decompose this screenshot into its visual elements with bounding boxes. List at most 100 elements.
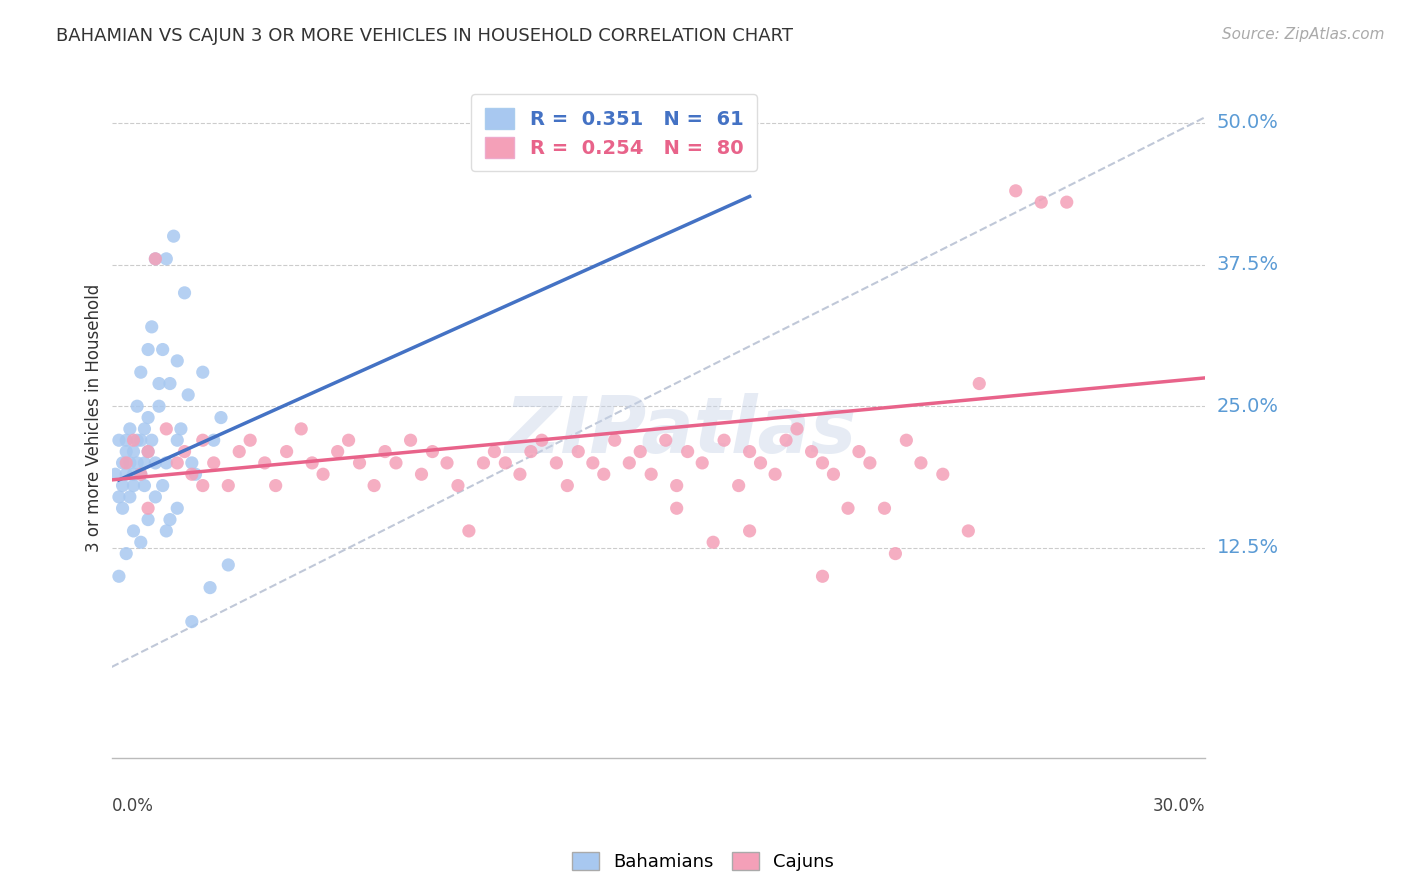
Point: [312, 467, 335, 482]
Point: [301, 456, 323, 470]
Point: [184, 467, 207, 482]
Point: [811, 456, 834, 470]
Point: [457, 524, 479, 538]
Point: [628, 444, 651, 458]
Point: [134, 422, 156, 436]
Point: [162, 229, 184, 244]
Point: [155, 252, 177, 266]
Point: [484, 444, 506, 458]
Point: [198, 581, 221, 595]
Point: [209, 410, 232, 425]
Point: [115, 444, 138, 458]
Point: [170, 422, 193, 436]
Point: [557, 478, 579, 492]
Point: [118, 490, 141, 504]
Point: [253, 456, 276, 470]
Point: [122, 478, 145, 492]
Text: BAHAMIAN VS CAJUN 3 OR MORE VEHICLES IN HOUSEHOLD CORRELATION CHART: BAHAMIAN VS CAJUN 3 OR MORE VEHICLES IN …: [56, 27, 793, 45]
Point: [127, 456, 149, 470]
Point: [385, 456, 408, 470]
Point: [145, 252, 167, 266]
Point: [115, 456, 138, 470]
Point: [567, 444, 589, 458]
Point: [217, 558, 239, 572]
Y-axis label: 3 or more Vehicles in Household: 3 or more Vehicles in Household: [86, 284, 103, 551]
Point: [122, 524, 145, 538]
Point: [122, 444, 145, 458]
Point: [108, 569, 131, 583]
Point: [619, 456, 641, 470]
Text: 25.0%: 25.0%: [1216, 397, 1278, 416]
Point: [155, 456, 177, 470]
Point: [582, 456, 605, 470]
Point: [173, 444, 195, 458]
Point: [520, 444, 543, 458]
Point: [180, 467, 202, 482]
Point: [800, 444, 823, 458]
Point: [713, 434, 735, 448]
Point: [436, 456, 458, 470]
Point: [166, 456, 188, 470]
Point: [191, 478, 214, 492]
Point: [141, 434, 163, 448]
Point: [399, 434, 422, 448]
Point: [129, 365, 152, 379]
Point: [896, 434, 918, 448]
Point: [957, 524, 980, 538]
Point: [166, 501, 188, 516]
Point: [129, 434, 152, 448]
Point: [136, 410, 159, 425]
Point: [910, 456, 932, 470]
Text: 12.5%: 12.5%: [1216, 539, 1278, 558]
Point: [509, 467, 531, 482]
Point: [603, 434, 626, 448]
Point: [166, 354, 188, 368]
Point: [129, 467, 152, 482]
Point: [422, 444, 444, 458]
Text: 30.0%: 30.0%: [1153, 797, 1205, 814]
Point: [472, 456, 495, 470]
Point: [823, 467, 845, 482]
Point: [111, 501, 134, 516]
Point: [134, 456, 156, 470]
Point: [127, 399, 149, 413]
Point: [159, 513, 181, 527]
Point: [848, 444, 870, 458]
Point: [108, 490, 131, 504]
Point: [326, 444, 349, 458]
Text: 0.0%: 0.0%: [111, 797, 153, 814]
Point: [1031, 195, 1053, 210]
Point: [122, 434, 145, 448]
Point: [159, 376, 181, 391]
Legend: Bahamians, Cajuns: Bahamians, Cajuns: [565, 845, 841, 879]
Point: [180, 615, 202, 629]
Point: [148, 376, 170, 391]
Point: [665, 478, 688, 492]
Point: [763, 467, 786, 482]
Point: [118, 422, 141, 436]
Point: [191, 365, 214, 379]
Point: [1056, 195, 1078, 210]
Point: [108, 434, 131, 448]
Point: [129, 535, 152, 549]
Point: [115, 547, 138, 561]
Point: [155, 422, 177, 436]
Text: 37.5%: 37.5%: [1216, 255, 1278, 274]
Point: [202, 456, 225, 470]
Point: [136, 444, 159, 458]
Point: [145, 490, 167, 504]
Point: [738, 524, 761, 538]
Point: [363, 478, 385, 492]
Point: [115, 434, 138, 448]
Text: 50.0%: 50.0%: [1216, 113, 1278, 132]
Point: [546, 456, 568, 470]
Point: [592, 467, 614, 482]
Point: [702, 535, 724, 549]
Point: [530, 434, 553, 448]
Point: [136, 513, 159, 527]
Point: [145, 456, 167, 470]
Point: [136, 501, 159, 516]
Point: [166, 434, 188, 448]
Point: [290, 422, 312, 436]
Point: [111, 478, 134, 492]
